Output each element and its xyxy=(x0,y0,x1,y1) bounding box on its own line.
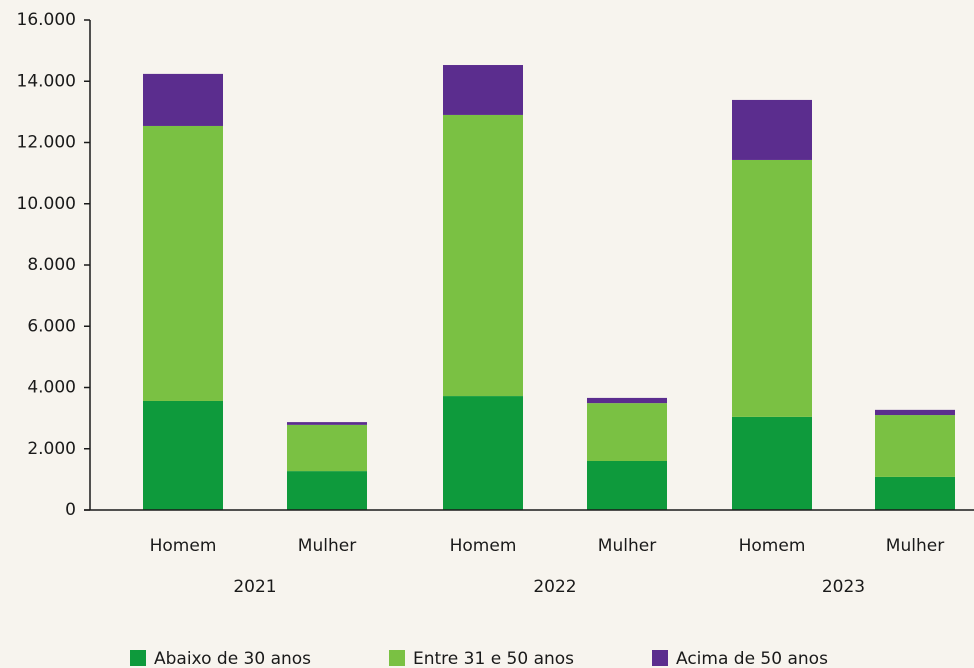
bar-segment xyxy=(875,415,955,477)
bar-segment xyxy=(287,422,367,425)
bar-segment xyxy=(143,125,223,401)
legend-swatch xyxy=(130,650,146,666)
bar-segment xyxy=(732,159,812,417)
x-tick-label: Mulher xyxy=(886,536,944,556)
y-tick-label: 16.000 xyxy=(17,10,76,30)
bar-segment xyxy=(875,409,955,416)
bar-segment xyxy=(732,416,812,510)
legend-swatch xyxy=(389,650,405,666)
x-tick-label: Homem xyxy=(739,536,806,556)
x-tick-label: Homem xyxy=(450,536,517,556)
bar-segment xyxy=(443,65,523,115)
legend-label: Abaixo de 30 anos xyxy=(154,649,311,668)
legend-swatch xyxy=(652,650,668,666)
bar-segment xyxy=(875,476,955,510)
bar-segment xyxy=(143,73,223,126)
group-label: 2021 xyxy=(233,577,276,597)
y-tick-label: 14.000 xyxy=(17,71,76,91)
group-label: 2022 xyxy=(533,577,576,597)
bar-segment xyxy=(587,403,667,461)
bar-segment xyxy=(587,461,667,510)
bar-segment xyxy=(287,471,367,510)
legend-label: Entre 31 e 50 anos xyxy=(413,649,574,668)
x-tick-label: Mulher xyxy=(598,536,656,556)
y-tick-label: 8.000 xyxy=(27,255,76,275)
x-tick-label: Mulher xyxy=(298,536,356,556)
bar-segment xyxy=(443,396,523,510)
bar-segment xyxy=(732,99,812,160)
y-tick-label: 0 xyxy=(65,500,76,520)
y-tick-label: 4.000 xyxy=(27,378,76,398)
bar-segment xyxy=(143,400,223,510)
y-tick-label: 12.000 xyxy=(17,133,76,153)
bar-segment xyxy=(587,397,667,404)
x-tick-label: Homem xyxy=(150,536,217,556)
legend-label: Acima de 50 anos xyxy=(676,649,828,668)
y-tick-label: 2.000 xyxy=(27,439,76,459)
group-label: 2023 xyxy=(822,577,865,597)
y-tick-label: 6.000 xyxy=(27,316,76,336)
bar-segment xyxy=(287,424,367,472)
bar-segment xyxy=(443,114,523,397)
y-tick-label: 10.000 xyxy=(17,194,76,214)
